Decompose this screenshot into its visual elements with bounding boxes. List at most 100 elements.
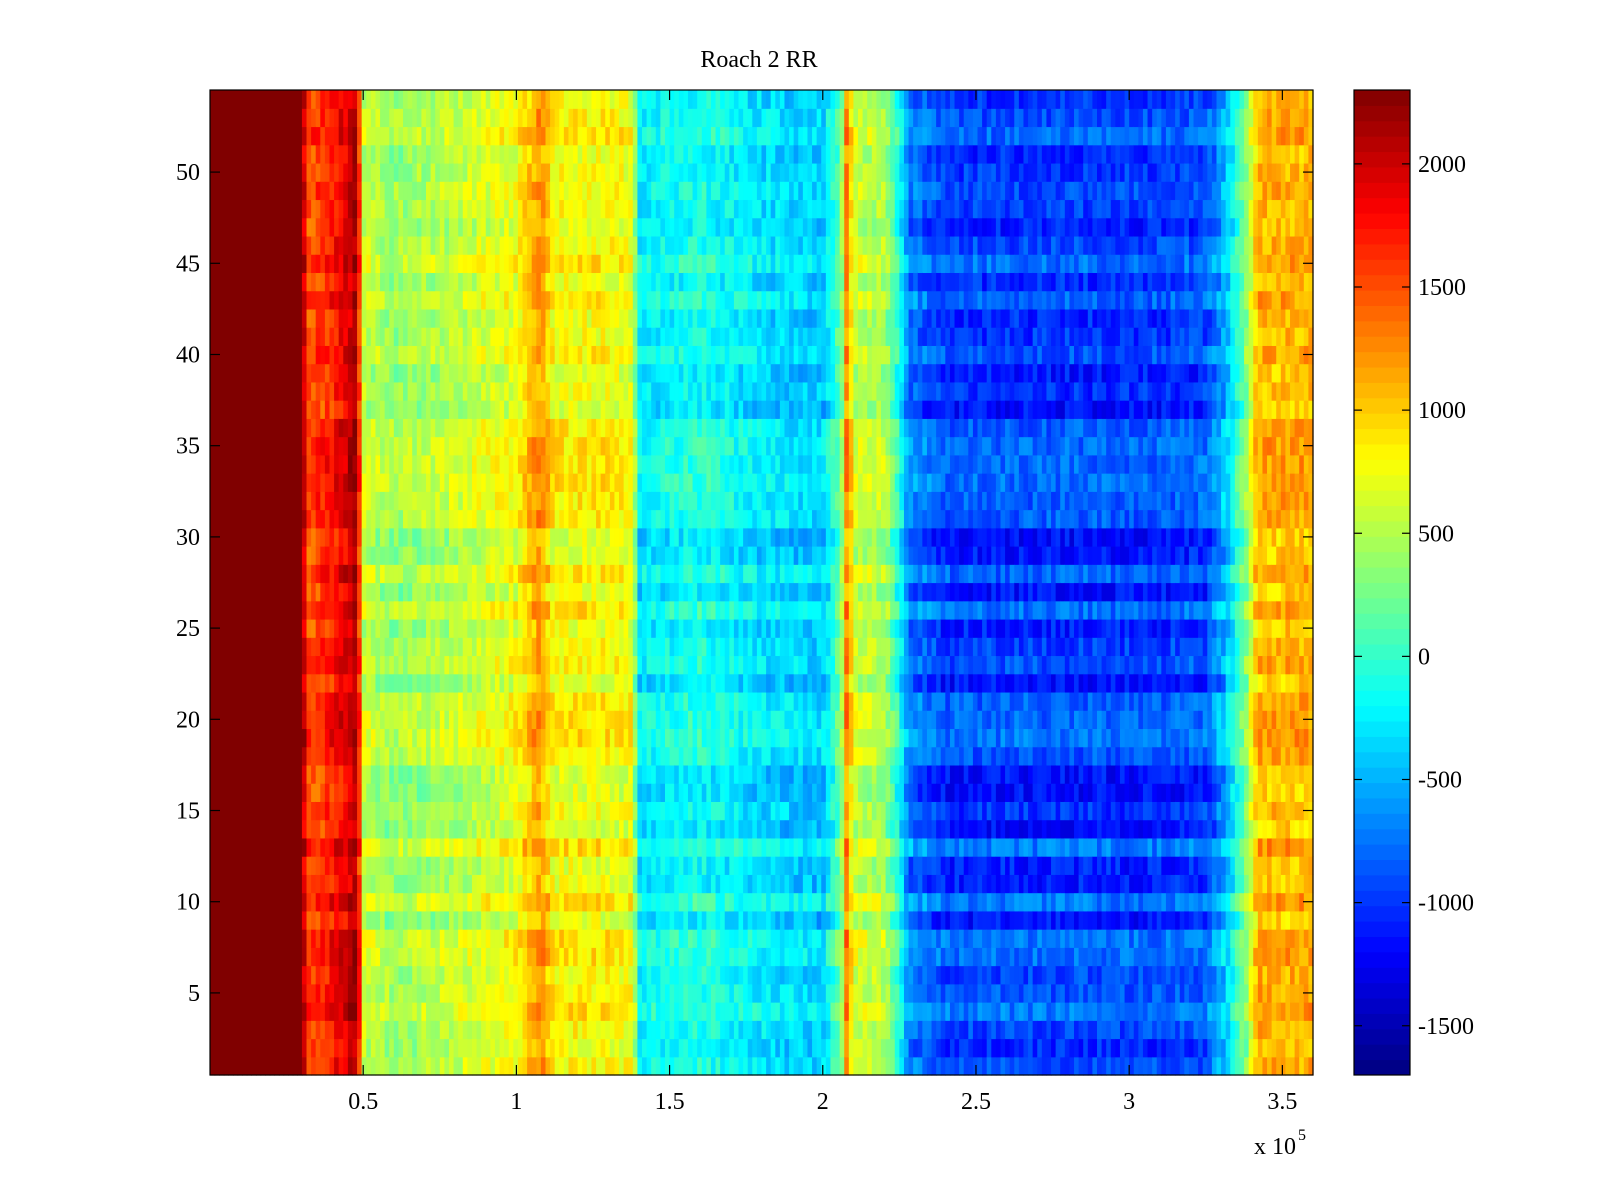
heatmap-cell: [531, 856, 537, 875]
heatmap-cell: [444, 527, 450, 547]
heatmap-cell: [609, 819, 616, 839]
heatmap-cell: [522, 728, 528, 748]
heatmap-cell: [334, 1020, 340, 1040]
heatmap-cell: [462, 783, 468, 802]
heatmap-cell: [389, 910, 395, 930]
heatmap-cell: [260, 856, 266, 875]
heatmap-cell: [527, 473, 533, 492]
heatmap-cell: [416, 491, 423, 511]
heatmap-cell: [334, 710, 340, 730]
heatmap-cell: [490, 564, 496, 584]
heatmap-cell: [306, 819, 312, 839]
heatmap-cell: [288, 454, 294, 474]
heatmap-cell: [412, 600, 418, 620]
heatmap-cell: [389, 819, 395, 839]
heatmap-cell: [573, 546, 579, 565]
heatmap-cell: [274, 308, 280, 328]
heatmap-cell: [573, 783, 579, 802]
heatmap-cell: [370, 108, 377, 128]
heatmap-cell: [370, 473, 377, 492]
heatmap-cell: [540, 600, 547, 620]
heatmap-cell: [301, 764, 308, 784]
heatmap-cell: [398, 983, 404, 1003]
heatmap-cell: [504, 983, 510, 1003]
heatmap-cell: [343, 546, 349, 565]
heatmap-cell: [453, 345, 459, 365]
heatmap-cell: [494, 691, 501, 711]
heatmap-cell: [283, 144, 289, 164]
heatmap-cell: [329, 308, 335, 328]
heatmap-cell: [591, 254, 597, 274]
heatmap-cell: [403, 381, 409, 401]
heatmap-cell: [320, 673, 326, 693]
heatmap-cell: [536, 436, 542, 456]
heatmap-cell: [412, 509, 418, 529]
heatmap-cell: [338, 819, 344, 839]
heatmap-cell: [504, 345, 510, 365]
heatmap-cell: [219, 108, 225, 128]
heatmap-cell: [269, 254, 275, 274]
heatmap-cell: [347, 400, 354, 419]
heatmap-cell: [292, 126, 298, 146]
heatmap-cell: [306, 764, 312, 784]
heatmap-cell: [311, 637, 317, 657]
heatmap-cell: [265, 856, 271, 875]
heatmap-cell: [375, 144, 381, 164]
heatmap-cell: [370, 673, 377, 693]
heatmap-cell: [513, 436, 519, 456]
heatmap-cell: [292, 783, 298, 802]
heatmap-cell: [600, 983, 606, 1003]
heatmap-cell: [214, 582, 220, 602]
heatmap-cell: [214, 764, 220, 784]
heatmap-cell: [292, 965, 298, 985]
heatmap-cell: [522, 108, 528, 128]
heatmap-cell: [605, 327, 611, 346]
heatmap-cell: [582, 764, 588, 784]
heatmap-cell: [458, 819, 464, 839]
heatmap-cell: [338, 874, 344, 894]
heatmap-cell: [246, 527, 252, 547]
heatmap-cell: [476, 673, 482, 693]
heatmap-cell: [517, 947, 524, 967]
heatmap-cell: [311, 235, 317, 255]
heatmap-cell: [301, 217, 308, 237]
heatmap-cell: [274, 801, 280, 821]
heatmap-cell: [517, 1020, 524, 1040]
heatmap-cell: [490, 272, 496, 292]
heatmap-cell: [600, 454, 606, 474]
heatmap-cell: [214, 965, 220, 985]
heatmap-cell: [219, 254, 225, 274]
heatmap-cell: [352, 199, 358, 219]
heatmap-cell: [568, 691, 574, 711]
heatmap-cell: [242, 162, 248, 182]
heatmap-cell: [343, 126, 349, 146]
heatmap-cell: [596, 600, 602, 620]
heatmap-cell: [232, 965, 239, 985]
heatmap-cell: [522, 910, 528, 930]
heatmap-cell: [508, 381, 514, 401]
heatmap-cell: [600, 764, 606, 784]
heatmap-cell: [471, 691, 478, 711]
heatmap-cell: [306, 126, 312, 146]
heatmap-cell: [407, 454, 413, 474]
heatmap-cell: [320, 217, 326, 237]
heatmap-cell: [517, 910, 524, 930]
heatmap-cell: [398, 254, 404, 274]
heatmap-cell: [384, 1002, 390, 1021]
heatmap-cell: [292, 546, 298, 565]
heatmap-cell: [609, 363, 616, 383]
heatmap-cell: [481, 783, 487, 802]
heatmap-cell: [375, 637, 381, 657]
heatmap-cell: [467, 728, 473, 748]
heatmap-cell: [334, 618, 340, 638]
heatmap-cell: [430, 746, 436, 766]
heatmap-cell: [338, 1056, 344, 1076]
heatmap-cell: [237, 929, 243, 948]
heatmap-cell: [393, 90, 400, 109]
heatmap-cell: [499, 272, 505, 292]
heatmap-cell: [577, 381, 583, 401]
heatmap-cell: [260, 363, 266, 383]
heatmap-cell: [375, 308, 381, 328]
heatmap-cell: [329, 837, 335, 857]
heatmap-cell: [426, 965, 432, 985]
